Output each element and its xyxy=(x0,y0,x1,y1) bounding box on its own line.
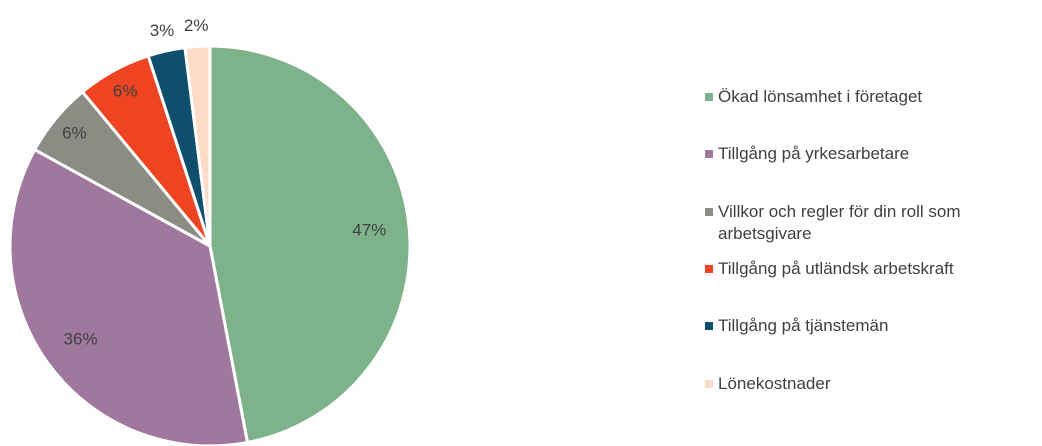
legend-item: Tillgång på tjänstemän xyxy=(705,315,1040,337)
legend-label: Lönekostnader xyxy=(718,373,831,393)
legend-item: Tillgång på utländsk arbetskraft xyxy=(705,258,1040,280)
data-label: 6% xyxy=(113,81,138,100)
legend-swatch xyxy=(705,264,713,273)
pie-slice xyxy=(208,44,412,445)
data-label: 36% xyxy=(64,330,98,349)
data-label: 2% xyxy=(184,16,209,35)
legend-swatch xyxy=(705,379,713,388)
legend-swatch xyxy=(705,207,713,216)
legend-label: Tillgång på yrkesarbetare xyxy=(718,144,910,164)
data-label: 47% xyxy=(352,220,386,239)
data-label: 3% xyxy=(150,21,175,40)
legend-swatch xyxy=(705,322,713,331)
legend-label: Villkor och regler för din roll som arbe… xyxy=(718,201,961,243)
pie-slice xyxy=(8,147,250,446)
legend-label: Tillgång på utländsk arbetskraft xyxy=(718,258,954,278)
pie-slice xyxy=(183,44,212,247)
legend-label: Ökad lönsamhet i företaget xyxy=(718,87,923,106)
legend-swatch xyxy=(705,93,713,101)
legend-swatch xyxy=(705,150,713,159)
pie-area: 47% 36% 6% 6% 3% 2% xyxy=(8,16,412,446)
legend-item: Ökad lönsamhet i företaget xyxy=(705,86,1040,108)
legend-item: Villkor och regler för din roll som arbe… xyxy=(705,201,1040,245)
legend-item: Lönekostnader xyxy=(705,373,1040,395)
data-label: 6% xyxy=(62,123,87,142)
legend-item: Tillgång på yrkesarbetare xyxy=(705,143,1040,165)
legend-label: Tillgång på tjänstemän xyxy=(718,316,889,336)
